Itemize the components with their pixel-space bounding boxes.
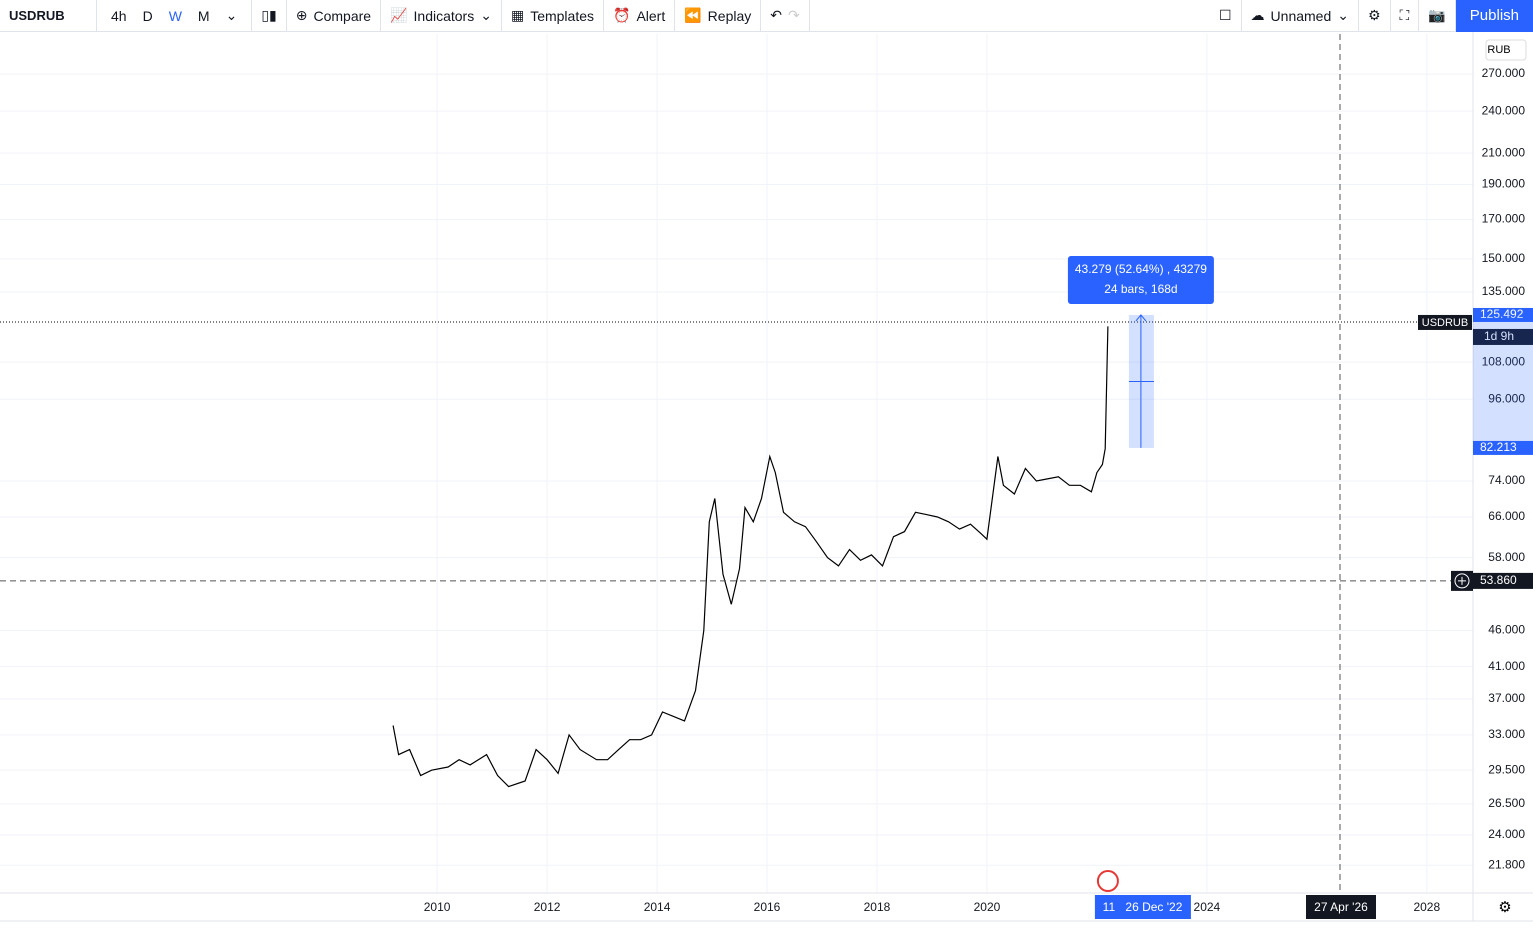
currency: RUB	[1487, 44, 1510, 56]
event-icon	[1096, 870, 1119, 892]
measure-range-bg	[1473, 314, 1533, 448]
y-tick-label: 21.800	[1488, 857, 1525, 871]
interval[interactable]: W	[168, 7, 182, 24]
y-tick-label: 37.000	[1488, 691, 1525, 705]
measure-low-label: 82.213	[1480, 440, 1517, 454]
chart: RUB ⚙ 21.800 24.000 26.500 29.500 33.000 37.0…	[0, 32, 1533, 922]
settings-icon: ⚙	[1498, 899, 1511, 916]
plus-icon	[1458, 576, 1466, 585]
y-tick-label: 33.000	[1488, 727, 1525, 741]
label: Alert	[636, 7, 666, 24]
x-tick-label: 2028	[1413, 900, 1440, 914]
layout-name[interactable]: ☁ Unnamed ⌄	[1242, 0, 1359, 32]
countdown: 1d 9h	[1484, 329, 1514, 343]
cursor-prefix: 11	[1103, 900, 1116, 914]
plus-icon	[1454, 573, 1470, 589]
price-line	[392, 326, 1109, 788]
x-tick-label: 2024	[1194, 900, 1221, 914]
y-tick-label: 170.000	[1482, 212, 1526, 226]
y-tick-label: 240.000	[1482, 103, 1526, 117]
y-tick-label: 29.500	[1488, 762, 1525, 776]
measure-label-box	[1067, 255, 1214, 304]
x-tick-label: 2020	[974, 900, 1001, 914]
interval[interactable]: D	[142, 7, 153, 24]
last-price-label-bg	[1473, 307, 1533, 322]
label: Indicators	[413, 7, 475, 24]
cursor-date-bg	[1094, 895, 1191, 919]
cursor-date: 26 Dec '22	[1125, 900, 1182, 914]
indicators-button[interactable]: 📈 Indicators ⌄	[381, 0, 502, 32]
measure-label: 43.279 (52.64%) , 43279	[1075, 262, 1207, 276]
templates-button[interactable]: ▦ Templates	[502, 0, 604, 32]
alert-button[interactable]: ⏰ Alert	[604, 0, 676, 32]
publish-button[interactable]: Publish	[1455, 0, 1533, 32]
interval[interactable]: M	[197, 7, 210, 24]
y-tick-label: 66.000	[1488, 509, 1525, 523]
y-tick-label: 96.000	[1488, 391, 1525, 405]
toolbar: USDRUB 4h D W M ⌄ ▯▮ ⊕ Compare 📈 Indicators …	[0, 0, 1533, 32]
layout-toggle[interactable]: ☐	[1210, 0, 1242, 32]
fullscreen-button[interactable]: ⛶	[1391, 0, 1420, 32]
symbol-tag-bg	[1418, 314, 1472, 330]
y-tick-label: 58.000	[1488, 550, 1525, 564]
undo-redo[interactable]: ↶ ↷	[761, 0, 810, 32]
x-tick-label: 2016	[754, 900, 781, 914]
symbol[interactable]: USDRUB	[0, 0, 97, 32]
y-tick-label: 270.000	[1482, 66, 1526, 80]
compare-button[interactable]: ⊕ Compare	[287, 0, 382, 32]
chart-style[interactable]: ▯▮	[252, 0, 287, 32]
y-tick-label: 210.000	[1482, 145, 1526, 159]
countdown-bg	[1473, 328, 1533, 345]
interval[interactable]: 4h	[111, 7, 127, 24]
y-tick-label: 74.000	[1488, 473, 1525, 487]
x-tick-label: 2018	[864, 900, 891, 914]
currency-badge[interactable]	[1485, 39, 1527, 61]
intervals: 4h D W M ⌄	[97, 0, 253, 32]
y-tick-label: 135.000	[1482, 284, 1526, 298]
label: Replay	[707, 7, 752, 24]
snapshot-button[interactable]: 📷	[1419, 0, 1456, 32]
x-tick-label: 2012	[534, 900, 561, 914]
label: Compare	[313, 7, 372, 24]
y-tick-label: 46.000	[1488, 623, 1525, 637]
y-tick-label: 24.000	[1488, 827, 1525, 841]
y-tick-label: 150.000	[1482, 251, 1526, 265]
symbol-tag: USDRUB	[1422, 317, 1468, 329]
measure-low-label-bg	[1473, 440, 1533, 455]
last-price-label: 125.492	[1480, 307, 1524, 321]
measure-label: 24 bars, 168d	[1104, 282, 1177, 296]
y-tick-label: 41.000	[1488, 659, 1525, 673]
crosshair-date: 27 Apr '26	[1314, 900, 1368, 914]
crosshair-price-label: 53.860	[1480, 573, 1517, 587]
x-tick-label: 2014	[644, 900, 671, 914]
measure-arrow-head	[1135, 314, 1147, 322]
x-tick-label: 2010	[424, 900, 451, 914]
replay-button[interactable]: ⏪ Replay	[675, 0, 762, 32]
crosshair-price-label-bg	[1473, 572, 1533, 589]
y-tick-label: 26.500	[1488, 796, 1525, 810]
label: Templates	[530, 7, 594, 24]
dropdown[interactable]: ⌄	[225, 7, 238, 23]
y-tick-label: 108.000	[1482, 354, 1526, 368]
label: Unnamed	[1270, 7, 1332, 24]
settings-button[interactable]: ⚙	[1359, 0, 1391, 32]
y-tick-label: 190.000	[1482, 177, 1526, 191]
crosshair-date-bg	[1306, 895, 1376, 919]
